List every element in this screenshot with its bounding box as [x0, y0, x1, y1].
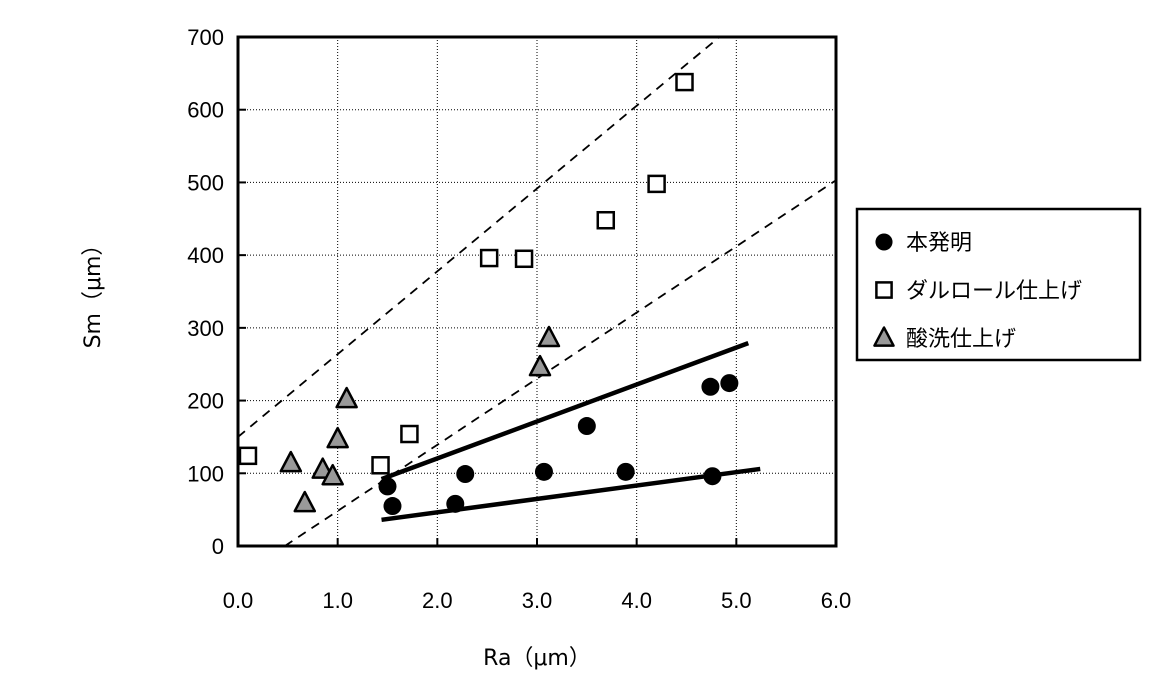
legend-triangle-icon — [873, 326, 895, 347]
fit-lines — [237, 36, 837, 547]
circle-data-point — [534, 462, 553, 481]
circle-data-point — [720, 374, 739, 393]
y-tick-label: 600 — [187, 98, 224, 123]
x-tick-label: 3.0 — [522, 588, 553, 613]
x-tick-label: 5.0 — [721, 588, 752, 613]
legend-circle-icon — [875, 233, 893, 251]
solid-lower-line — [381, 466, 761, 523]
square-data-point — [400, 424, 419, 444]
x-ticks: 0.0 1.0 2.0 3.0 4.0 5.0 6.0 — [223, 538, 852, 613]
square-data-point — [675, 72, 694, 92]
circle-data-point — [616, 462, 635, 481]
legend-label: 酸洗仕上げ — [906, 327, 1016, 352]
x-axis-label: Ra（μm） — [483, 646, 591, 671]
triangle-data-point — [321, 463, 344, 486]
y-tick-label: 0 — [212, 534, 224, 559]
triangle-data-point — [335, 386, 358, 409]
x-tick-label: 4.0 — [621, 588, 652, 613]
triangle-data-point — [326, 426, 349, 449]
y-tick-label: 500 — [187, 170, 224, 195]
data-points — [238, 72, 739, 516]
circle-data-point — [378, 477, 397, 496]
triangle-data-point — [279, 450, 303, 473]
square-data-point — [514, 249, 534, 269]
legend-label: ダルロール仕上げ — [906, 279, 1082, 304]
triangle-data-point — [537, 325, 561, 348]
y-tick-label: 100 — [187, 461, 224, 486]
dashed-upper-line — [237, 36, 720, 438]
square-data-point — [647, 174, 666, 194]
y-axis-label: Sm（μm） — [81, 234, 106, 349]
square-data-point — [371, 456, 390, 475]
triangle-data-point — [293, 490, 317, 513]
solid-upper-line — [380, 341, 750, 482]
square-data-point — [479, 248, 499, 268]
legend-box — [855, 207, 1142, 362]
legend-label: 本発明 — [906, 231, 972, 256]
y-tick-label: 300 — [187, 316, 224, 341]
dashed-lower-line — [284, 179, 837, 547]
y-tick-label: 700 — [187, 25, 224, 50]
circle-data-point — [701, 377, 720, 396]
circle-data-point — [577, 417, 596, 436]
square-data-point — [238, 446, 258, 466]
x-tick-label: 6.0 — [821, 588, 852, 613]
circle-data-point — [383, 497, 402, 516]
x-tick-label: 2.0 — [422, 588, 453, 613]
x-tick-label: 1.0 — [322, 588, 353, 613]
circle-data-point — [446, 494, 465, 513]
triangle-data-point — [528, 354, 552, 377]
x-tick-label: 0.0 — [223, 588, 254, 613]
y-ticks: 0 100 200 300 400 500 600 700 — [187, 25, 246, 559]
y-tick-label: 400 — [187, 243, 224, 268]
circle-data-point — [456, 465, 475, 484]
circle-data-point — [703, 467, 722, 486]
square-data-point — [596, 210, 616, 230]
legend-square-icon — [875, 281, 893, 299]
y-tick-label: 200 — [187, 389, 224, 414]
